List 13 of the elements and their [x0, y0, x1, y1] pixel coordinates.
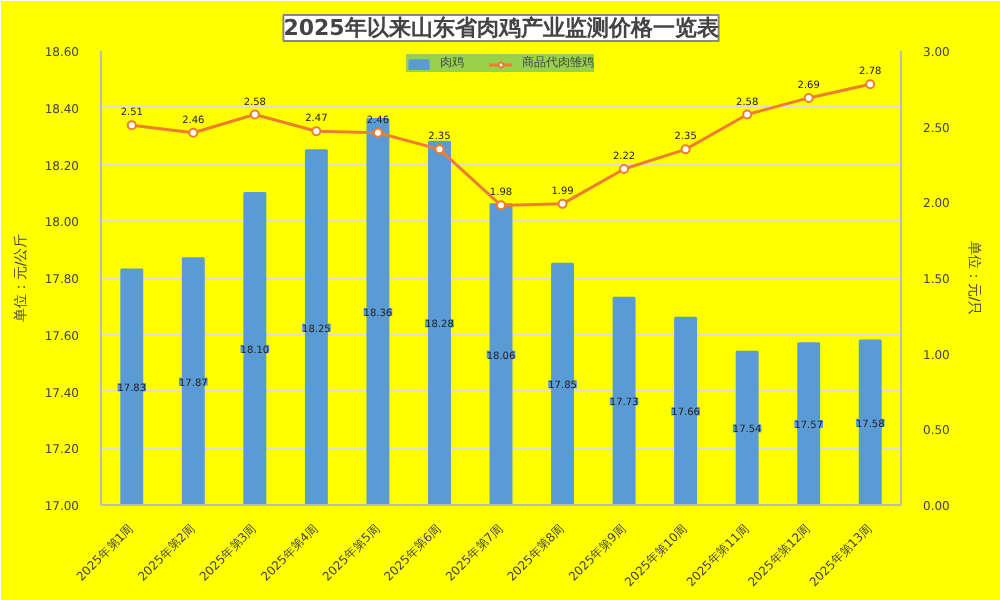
point	[865, 79, 876, 90]
point	[126, 120, 137, 131]
point	[188, 127, 199, 138]
point	[803, 92, 814, 103]
point	[496, 200, 506, 211]
point	[434, 144, 445, 155]
point	[619, 164, 630, 175]
point	[680, 144, 691, 155]
point	[311, 126, 322, 137]
point	[372, 127, 383, 138]
point	[742, 109, 753, 120]
point	[557, 198, 568, 209]
point	[249, 109, 260, 120]
